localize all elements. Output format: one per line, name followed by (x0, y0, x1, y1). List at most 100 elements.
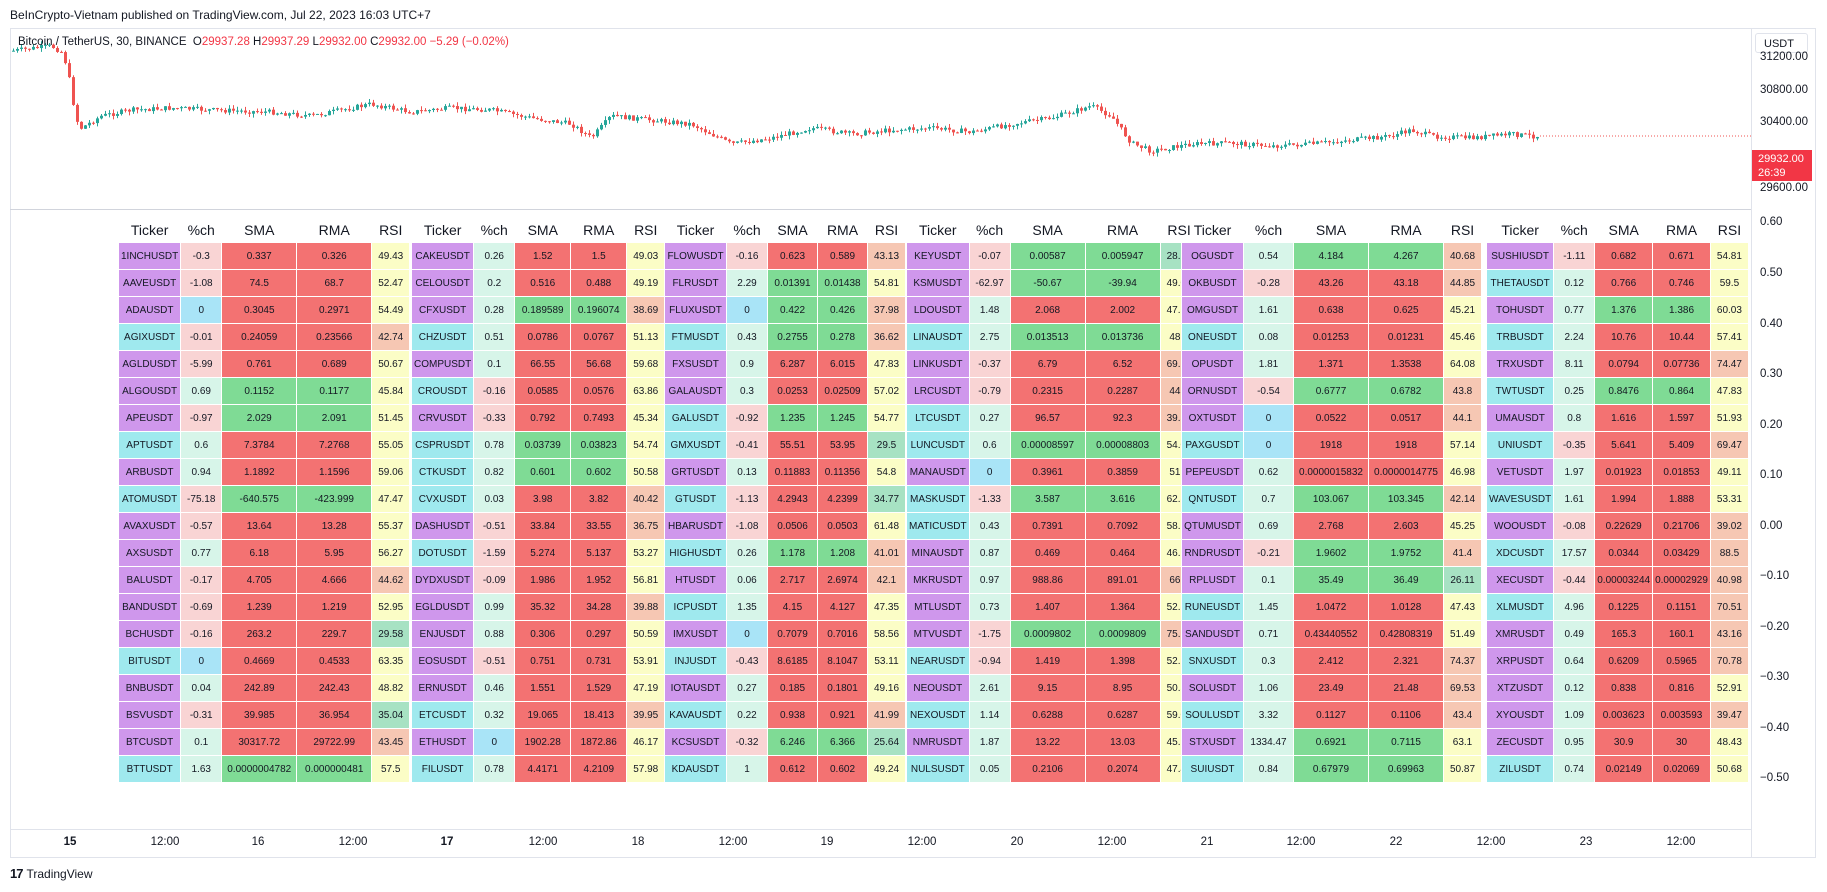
candle-body (1316, 141, 1319, 144)
pct-change-cell: 1.09 (1553, 701, 1596, 729)
candle-body (1100, 106, 1103, 111)
candle-body (204, 110, 207, 112)
rma-cell: 0.1106 (1368, 701, 1444, 729)
pct-change-cell: -0.35 (1553, 431, 1596, 459)
pct-change-cell: 0.04 (180, 674, 223, 702)
rma-cell: 0.326 (296, 242, 373, 270)
ticker-cell: SANDUSDT (1181, 620, 1244, 648)
rsi-cell: 45.46 (1443, 323, 1482, 351)
rma-cell: 0.1801 (817, 674, 868, 702)
candle-body (776, 136, 779, 138)
candle-body (264, 111, 267, 113)
table-row: TWTUSDT 0.25 0.8476 0.864 47.83 (1485, 377, 1749, 405)
ticker-cell: TRXUSDT (1485, 350, 1555, 378)
ticker-cell: LINAUSDT (906, 323, 970, 351)
table-row: LTCUSDT 0.27 96.57 92.3 39.35 (906, 404, 1199, 432)
pct-change-cell: 2.24 (1553, 323, 1596, 351)
ticker-cell: NEXOUSDT (906, 701, 970, 729)
rma-cell: 1918 (1368, 431, 1444, 459)
rma-cell: 1872.86 (570, 728, 628, 756)
pct-change-cell: -1.59 (473, 539, 516, 567)
rsi-cell: 55.05 (371, 431, 411, 459)
indicator-axis-label: −0.50 (1760, 772, 1790, 784)
candle-body (716, 136, 719, 138)
sma-cell: 0.0786 (514, 323, 572, 351)
price-candles[interactable] (10, 28, 1751, 209)
table-row: HTUSDT 0.06 2.717 2.6974 42.1 (664, 566, 906, 594)
candle-body (1468, 135, 1471, 139)
sma-cell: 1.1892 (221, 458, 298, 486)
candle-body (880, 131, 883, 133)
rsi-cell: 63.86 (626, 377, 666, 405)
candle-body (996, 124, 999, 127)
table-row: BCHUSDT -0.16 263.2 229.7 29.58 (117, 620, 411, 648)
sma-cell: 3.587 (1009, 485, 1086, 513)
ticker-cell: NMRUSDT (906, 728, 970, 756)
low-label: L (312, 36, 319, 48)
pct-change-cell: -62.97 (968, 269, 1011, 297)
rma-cell: 2.603 (1368, 512, 1444, 540)
pct-change-header: %ch (975, 222, 1004, 238)
rma-cell: 8.95 (1084, 674, 1161, 702)
rsi-cell: 40.42 (626, 485, 666, 513)
rma-cell: 2.6974 (817, 566, 868, 594)
rma-cell: 0.0517 (1368, 404, 1444, 432)
table-row: EOSUSDT -0.51 0.751 0.731 53.91 (410, 647, 666, 675)
sma-cell: 0.003623 (1594, 701, 1654, 729)
rma-cell: 13.28 (296, 512, 373, 540)
rsi-cell: 88.5 (1709, 539, 1749, 567)
sma-cell: 0.185 (767, 674, 818, 702)
rma-cell: 0.6782 (1368, 377, 1444, 405)
sma-cell: 0.22629 (1594, 512, 1654, 540)
tradingview-logo[interactable]: 17 TradingView (10, 866, 93, 881)
pct-change-cell: 1.06 (1243, 674, 1294, 702)
time-axis-label: 23 (1579, 836, 1593, 848)
rsi-cell: 50.59 (626, 620, 666, 648)
rma-cell: 242.43 (296, 674, 373, 702)
ticker-cell: KEYUSDT (906, 242, 970, 270)
ticker-cell: KDAUSDT (664, 755, 727, 783)
table-row: KEYUSDT -0.07 0.00587 0.005947 28.26 (906, 242, 1199, 270)
table-row: APEUSDT -0.97 2.029 2.091 51.45 (117, 404, 411, 432)
table-row: XDCUSDT 17.57 0.0344 0.03429 88.5 (1485, 539, 1749, 567)
rma-cell: 43.18 (1368, 269, 1444, 297)
sma-cell: 0.938 (767, 701, 818, 729)
ticker-cell: 1INCHUSDT (117, 242, 182, 270)
candle-body (980, 130, 983, 132)
ticker-cell: SOULUSDT (1181, 701, 1244, 729)
candle-body (1000, 124, 1003, 129)
pane-separator[interactable] (10, 209, 1751, 210)
pct-change-cell: 1.61 (1553, 485, 1596, 513)
candle-body (1188, 143, 1191, 147)
pct-change-cell: -5.99 (180, 350, 223, 378)
table-row: IMXUSDT 0 0.7079 0.7016 58.56 (664, 620, 906, 648)
candle-body (1524, 133, 1527, 135)
table-header-row: Ticker %ch SMA RMA RSI (1487, 218, 1749, 243)
rma-cell: 0.013736 (1084, 323, 1161, 351)
candle-body (1500, 133, 1503, 136)
pct-change-cell: 0.84 (1243, 755, 1294, 783)
rma-cell: 229.7 (296, 620, 373, 648)
ticker-cell: MANAUSDT (906, 458, 970, 486)
symbol-name[interactable]: Bitcoin / TetherUS, 30, BINANCE (18, 36, 187, 48)
ticker-cell: XLMUSDT (1485, 593, 1555, 621)
candle-body (676, 120, 679, 125)
pct-change-cell: -0.33 (473, 404, 516, 432)
sma-cell: 1.419 (1009, 647, 1086, 675)
candle-body (1232, 142, 1235, 145)
candle-body (244, 110, 247, 113)
sma-cell: 0.516 (514, 269, 572, 297)
ticker-cell: HTUSDT (664, 566, 727, 594)
currency-selector[interactable]: USDT (1755, 33, 1808, 53)
ticker-cell: ORNUSDT (1181, 377, 1244, 405)
pct-change-cell: -0.17 (180, 566, 223, 594)
candle-body (56, 48, 59, 52)
table-row: LINAUSDT 2.75 0.013513 0.013736 48.3 (906, 323, 1199, 351)
candle-body (188, 106, 191, 110)
rma-cell: 0.297 (570, 620, 628, 648)
pct-change-cell: 0.32 (473, 701, 516, 729)
candle-body (356, 104, 359, 110)
candle-body (24, 47, 27, 49)
rsi-cell: 54.77 (867, 404, 906, 432)
candle-body (1388, 135, 1391, 137)
